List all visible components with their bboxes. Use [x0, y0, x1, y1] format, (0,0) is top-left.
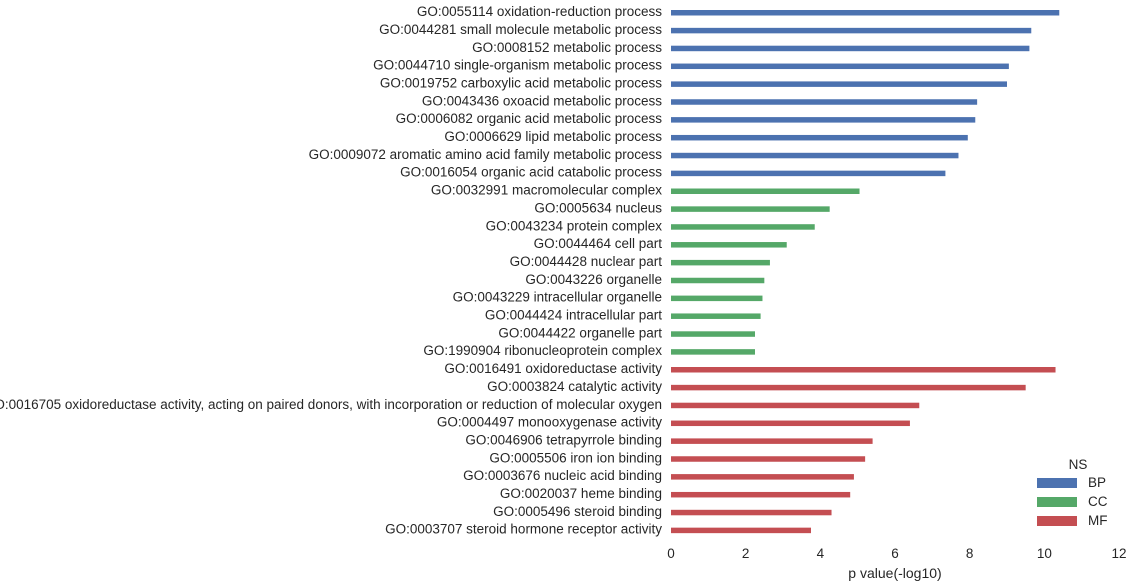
category-label-22: GO:0016705 oxidoreductase activity, acti…: [0, 397, 662, 412]
category-label-16: GO:0043229 intracellular organelle: [453, 290, 662, 305]
category-label-21: GO:0003824 catalytic activity: [487, 379, 662, 394]
category-labels: GO:0055114 oxidation-reduction process GO…: [0, 4, 662, 537]
category-label-18: GO:0044422 organelle part: [498, 325, 662, 340]
category-label-24: GO:0046906 tetrapyrrole binding: [465, 432, 662, 447]
bar-bp-2: [671, 45, 1030, 52]
category-label-17: GO:0044424 intracellular part: [485, 308, 662, 323]
bar-bp-4: [671, 81, 1007, 87]
category-label-15: GO:0043226 organelle: [525, 272, 662, 287]
category-label-25: GO:0005506 iron ion binding: [489, 450, 662, 465]
bar-bp-8: [671, 152, 959, 159]
bar-cc-16: [671, 295, 763, 302]
category-label-13: GO:0044464 cell part: [534, 236, 663, 251]
legend-label-bp: BP: [1088, 475, 1106, 490]
bar-bp-1: [671, 27, 1032, 34]
legend-swatch-mf: [1037, 516, 1077, 526]
bar-cc-13: [671, 242, 787, 248]
bar-mf-21: [671, 384, 1026, 391]
category-label-14: GO:0044428 nuclear part: [510, 254, 663, 269]
legend-label-cc: CC: [1088, 494, 1108, 509]
category-label-6: GO:0006082 organic acid metabolic proces…: [396, 111, 663, 126]
category-label-3: GO:0044710 single-organism metabolic pro…: [373, 58, 662, 73]
bar-cc-10: [671, 188, 860, 194]
category-label-11: GO:0005634 nucleus: [534, 200, 662, 215]
x-tick-label-3: 6: [891, 546, 899, 561]
category-label-7: GO:0006629 lipid metabolic process: [444, 129, 662, 144]
x-tick-label-5: 10: [1037, 546, 1052, 561]
bar-bp-7: [671, 134, 968, 141]
bar-mf-29: [671, 527, 811, 534]
category-label-4: GO:0019752 carboxylic acid metabolic pro…: [380, 75, 662, 90]
bar-mf-23: [671, 420, 910, 427]
bar-mf-26: [671, 474, 854, 480]
category-label-9: GO:0016054 organic acid catabolic proces…: [400, 165, 662, 180]
category-label-5: GO:0043436 oxoacid metabolic process: [422, 93, 662, 108]
category-label-23: GO:0004497 monooxygenase activity: [437, 415, 662, 430]
bar-mf-27: [671, 491, 851, 498]
category-label-28: GO:0005496 steroid binding: [493, 504, 662, 519]
category-label-12: GO:0043234 protein complex: [486, 218, 663, 233]
bar-cc-14: [671, 259, 770, 266]
category-label-26: GO:0003676 nucleic acid binding: [463, 468, 662, 483]
legend: NS BP CC MF: [1037, 457, 1108, 528]
x-tick-label-2: 4: [817, 546, 825, 561]
category-label-2: GO:0008152 metabolic process: [472, 40, 662, 55]
bar-bp-6: [671, 117, 976, 123]
bar-mf-22: [671, 402, 920, 409]
bar-cc-12: [671, 224, 815, 230]
category-label-27: GO:0020037 heme binding: [500, 486, 662, 501]
category-label-0: GO:0055114 oxidation-reduction process: [417, 4, 662, 19]
category-label-10: GO:0032991 macromolecular complex: [431, 183, 662, 198]
bars-group: [671, 10, 1060, 534]
legend-swatch-bp: [1037, 478, 1077, 488]
bar-bp-5: [671, 99, 978, 105]
bar-mf-28: [671, 509, 832, 516]
category-label-20: GO:0016491 oxidoreductase activity: [444, 361, 662, 376]
bar-cc-11: [671, 206, 830, 212]
bar-cc-19: [671, 349, 755, 355]
legend-title: NS: [1069, 457, 1088, 472]
bar-cc-15: [671, 277, 765, 284]
bar-mf-20: [671, 367, 1056, 373]
bar-mf-24: [671, 438, 873, 444]
bar-bp-0: [671, 10, 1060, 16]
bar-mf-25: [671, 456, 866, 462]
bar-bp-3: [671, 63, 1009, 70]
x-tick-label-6: 12: [1111, 546, 1126, 561]
x-tick-label-4: 8: [966, 546, 974, 561]
category-label-19: GO:1990904 ribonucleoprotein complex: [423, 343, 662, 358]
x-axis-ticks: 0 2 4 6 8 10 12: [667, 546, 1126, 561]
bar-cc-17: [671, 313, 761, 319]
bar-bp-9: [671, 170, 946, 177]
x-tick-label-0: 0: [667, 546, 675, 561]
bar-cc-18: [671, 331, 755, 337]
legend-swatch-cc: [1037, 497, 1077, 507]
x-axis-label: p value(-log10): [848, 565, 941, 581]
category-label-8: GO:0009072 aromatic amino acid family me…: [309, 147, 663, 162]
category-label-29: GO:0003707 steroid hormone receptor acti…: [385, 522, 662, 537]
category-label-1: GO:0044281 small molecule metabolic proc…: [379, 22, 662, 37]
legend-label-mf: MF: [1088, 513, 1108, 528]
x-tick-label-1: 2: [742, 546, 750, 561]
